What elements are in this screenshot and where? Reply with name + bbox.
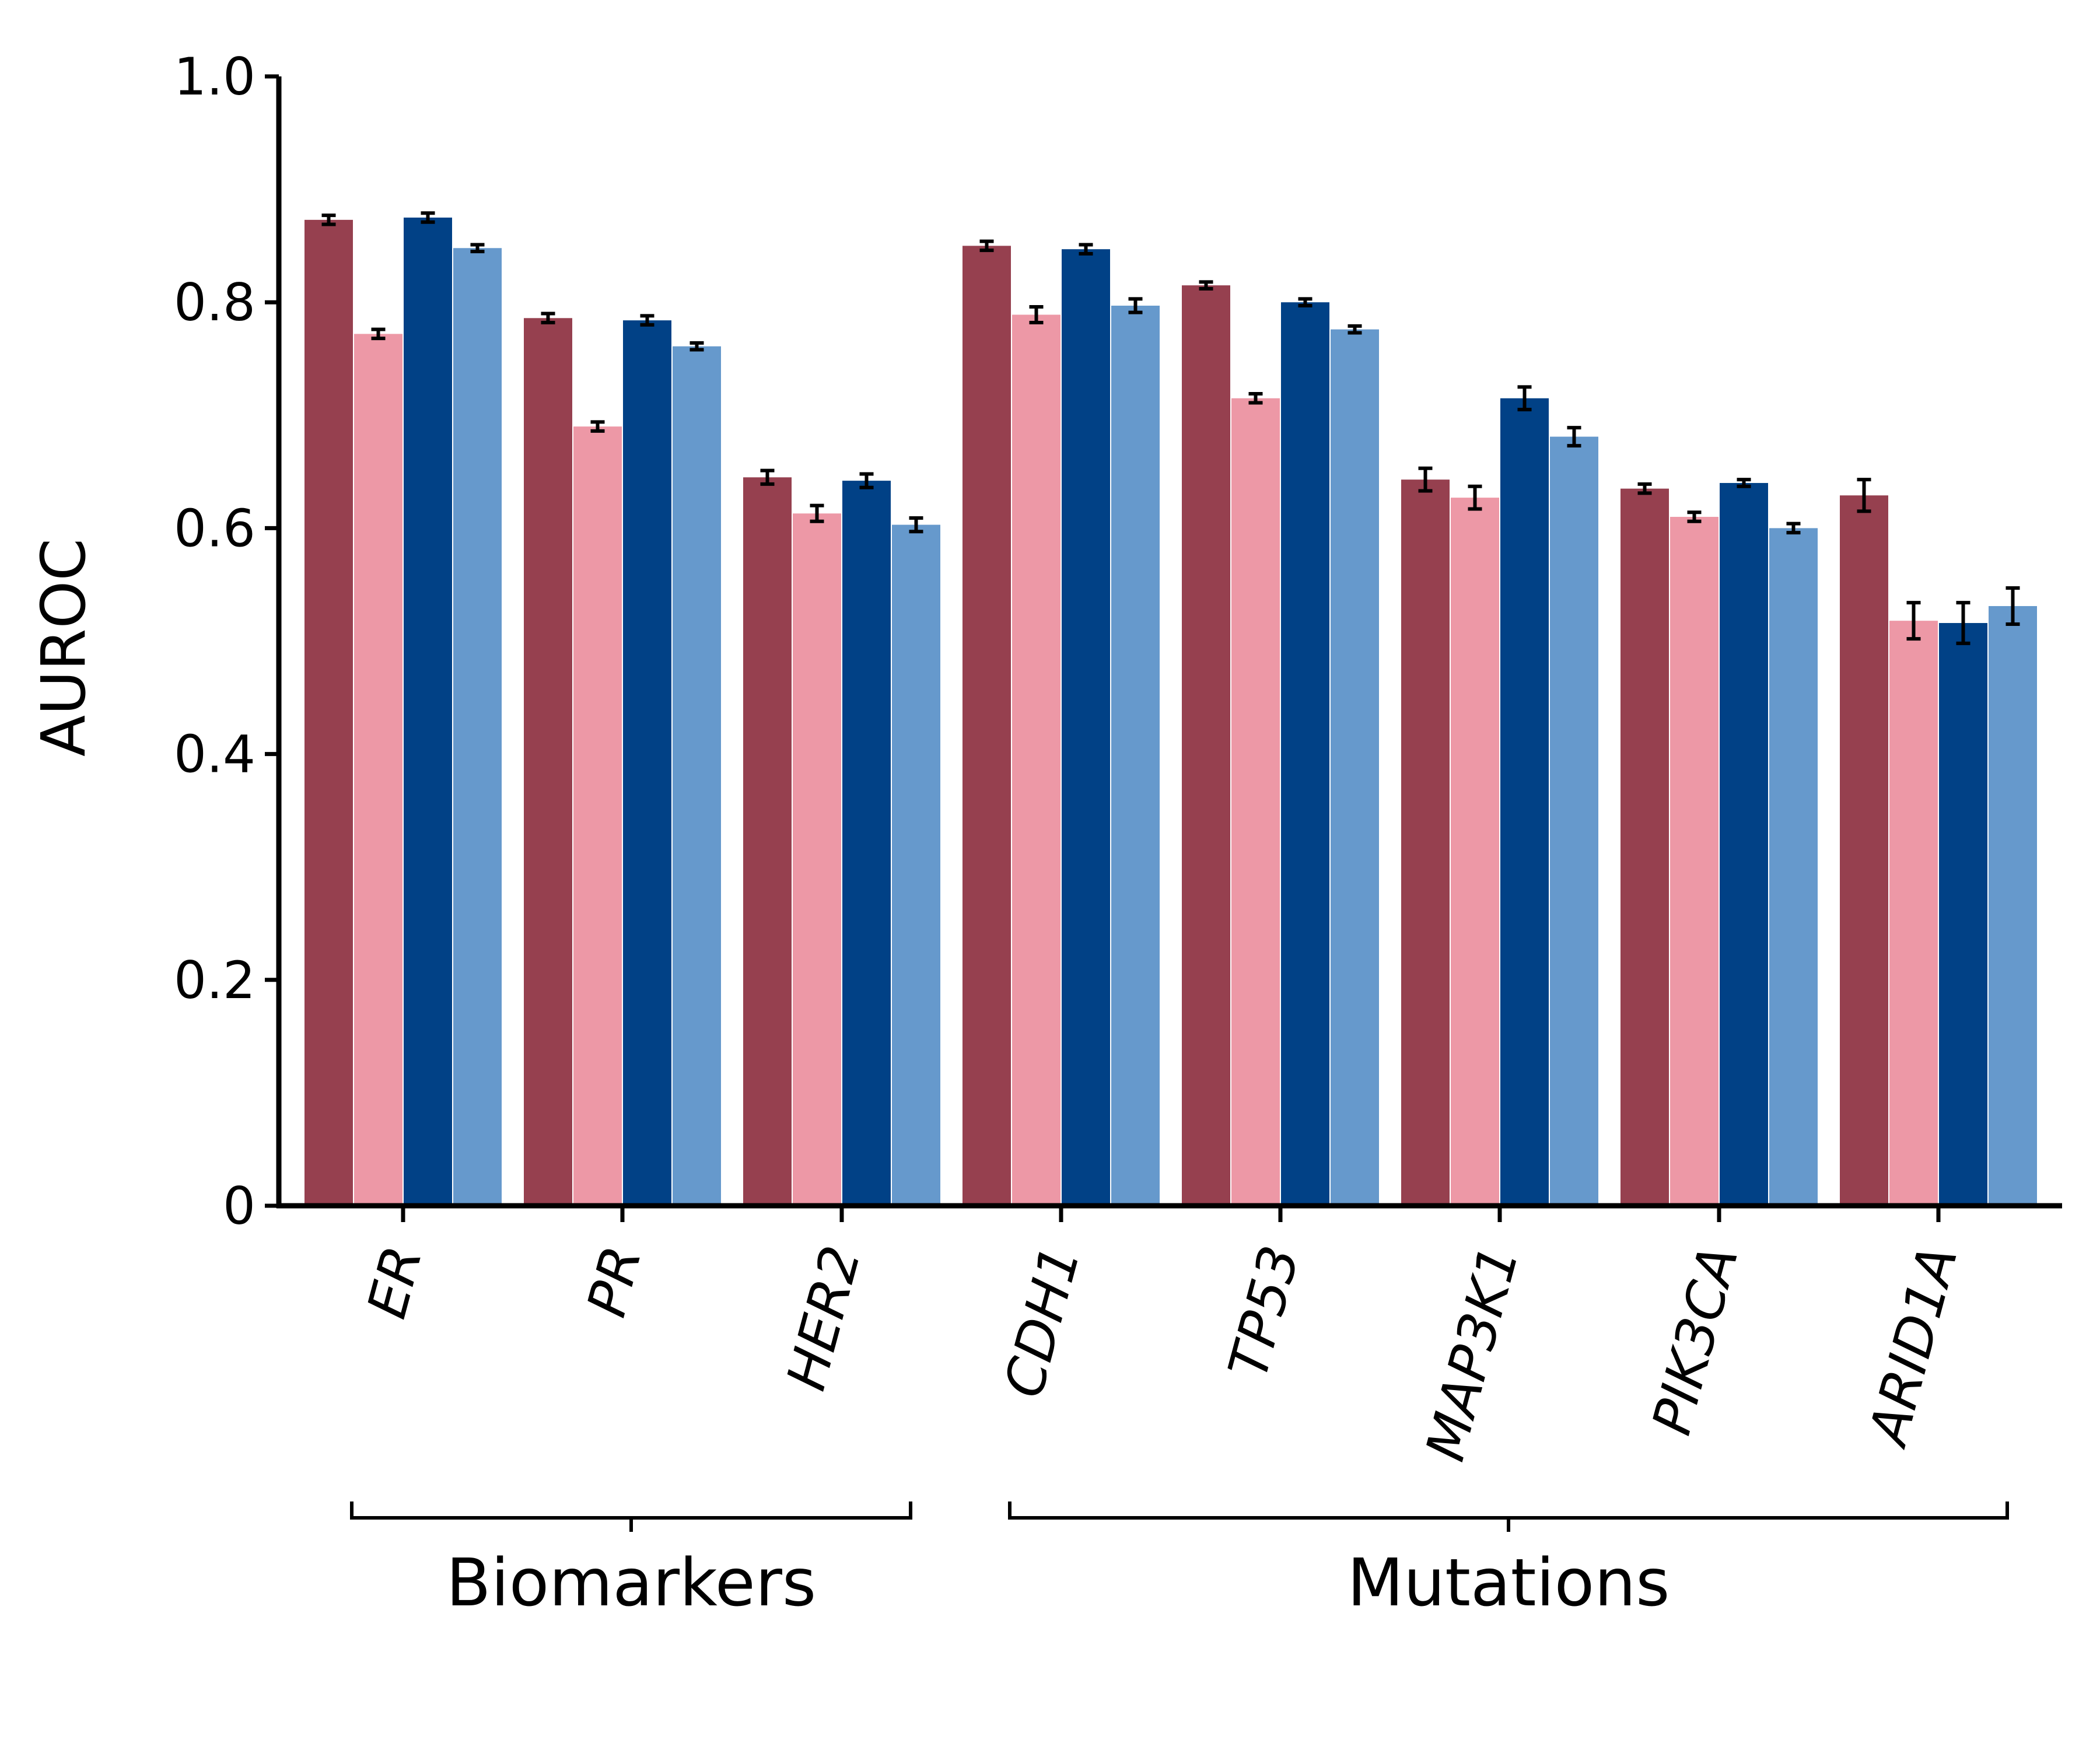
bar-pik3ca-1: [1620, 488, 1669, 1206]
error-bar: [1348, 324, 1362, 335]
y-tick-label: 0: [223, 1176, 256, 1236]
error-bar: [1857, 478, 1871, 513]
error-bar: [1567, 426, 1581, 448]
group-label-biomarkers: Biomarkers: [446, 1545, 816, 1621]
bar-arid1a-3: [1939, 623, 1987, 1206]
bar-map3k1-3: [1500, 398, 1549, 1206]
y-ticks: 0 0.2 0.4 0.6 0.8 1.0: [174, 47, 279, 1236]
x-tick-label-cdh1: CDH1: [992, 1240, 1092, 1404]
bar-tp53-4: [1331, 329, 1379, 1206]
error-bar: [1517, 385, 1532, 412]
error-bar: [1687, 510, 1702, 523]
x-ticks: ER PR HER2 CDH1 TP53 MAP3K1 PIK3CA ARID1A: [355, 1206, 1969, 1467]
bar-pik3ca-2: [1670, 517, 1718, 1206]
bar-her2-1: [743, 477, 792, 1206]
y-tick-label: 0.2: [174, 950, 256, 1010]
bar-arid1a-4: [1989, 606, 2037, 1206]
error-bar: [690, 341, 704, 352]
error-bar: [1637, 482, 1652, 495]
bar-her2-2: [793, 513, 841, 1206]
error-bar: [321, 214, 336, 226]
error-bar: [1956, 601, 1971, 645]
error-bar: [1418, 466, 1433, 493]
bar-cdh1-4: [1111, 306, 1160, 1206]
error-bar: [979, 239, 994, 253]
bar-pr-3: [623, 320, 671, 1206]
bar-arid1a-2: [1889, 621, 1938, 1206]
error-bar: [1079, 243, 1093, 256]
bar-pik3ca-4: [1769, 528, 1818, 1206]
bar-er-4: [453, 248, 502, 1206]
bars-layer: [304, 218, 2037, 1206]
bar-cdh1-1: [963, 246, 1011, 1206]
x-tick-label-her2: HER2: [775, 1240, 873, 1396]
bar-cdh1-2: [1012, 314, 1060, 1206]
bar-cdh1-3: [1062, 249, 1110, 1206]
bar-map3k1-2: [1451, 498, 1499, 1206]
error-bar: [421, 211, 435, 224]
bar-er-1: [304, 219, 353, 1206]
y-axis-label: AUROC: [28, 538, 99, 757]
group-label-mutations: Mutations: [1347, 1545, 1670, 1621]
y-tick-label: 0.4: [174, 724, 256, 785]
bar-pr-4: [673, 346, 721, 1206]
bar-arid1a-1: [1840, 495, 1888, 1206]
bar-map3k1-4: [1550, 436, 1598, 1206]
error-bar: [1786, 522, 1801, 535]
error-bar: [760, 468, 775, 486]
bar-er-3: [404, 218, 452, 1206]
category-groups: Biomarkers Mutations: [350, 1502, 2009, 1621]
error-bar: [859, 472, 874, 489]
bar-er-2: [354, 334, 402, 1206]
error-bar: [470, 243, 485, 254]
error-bar: [1199, 280, 1213, 290]
y-tick-label: 1.0: [174, 47, 256, 107]
error-bar: [371, 327, 386, 341]
error-bar: [1128, 297, 1143, 314]
bar-pr-2: [573, 426, 622, 1206]
x-tick-label-pr: PR: [575, 1240, 653, 1323]
error-bar: [1906, 601, 1921, 641]
x-tick-label-map3k1: MAP3K1: [1414, 1240, 1531, 1467]
error-bar: [640, 314, 654, 327]
bar-pr-1: [524, 318, 572, 1206]
error-bar: [1737, 478, 1751, 488]
error-bar: [590, 420, 605, 433]
group-bracket: [350, 1502, 912, 1532]
error-bar: [1248, 392, 1263, 405]
y-tick-label: 0.6: [174, 498, 256, 558]
x-tick-label-arid1a: ARID1A: [1856, 1240, 1969, 1454]
error-bar: [909, 516, 923, 534]
error-bars-layer: [321, 211, 2020, 645]
group-bracket: [1008, 1502, 2009, 1532]
x-tick-label-tp53: TP53: [1217, 1240, 1312, 1385]
x-tick-label-pik3ca: PIK3CA: [1640, 1240, 1750, 1441]
y-tick-label: 0.8: [174, 272, 256, 332]
error-bar: [541, 312, 555, 325]
bar-her2-4: [892, 524, 940, 1206]
error-bar: [810, 503, 824, 523]
bar-her2-3: [842, 481, 891, 1206]
error-bar: [1029, 304, 1044, 325]
bar-tp53-3: [1281, 302, 1329, 1206]
error-bar: [1298, 297, 1312, 308]
x-tick-label-er: ER: [355, 1240, 434, 1325]
bar-tp53-1: [1182, 285, 1230, 1206]
error-bar: [2006, 586, 2020, 626]
bar-pik3ca-3: [1720, 482, 1768, 1206]
bar-tp53-2: [1231, 398, 1280, 1206]
bar-map3k1-1: [1401, 480, 1450, 1206]
error-bar: [1468, 484, 1482, 511]
